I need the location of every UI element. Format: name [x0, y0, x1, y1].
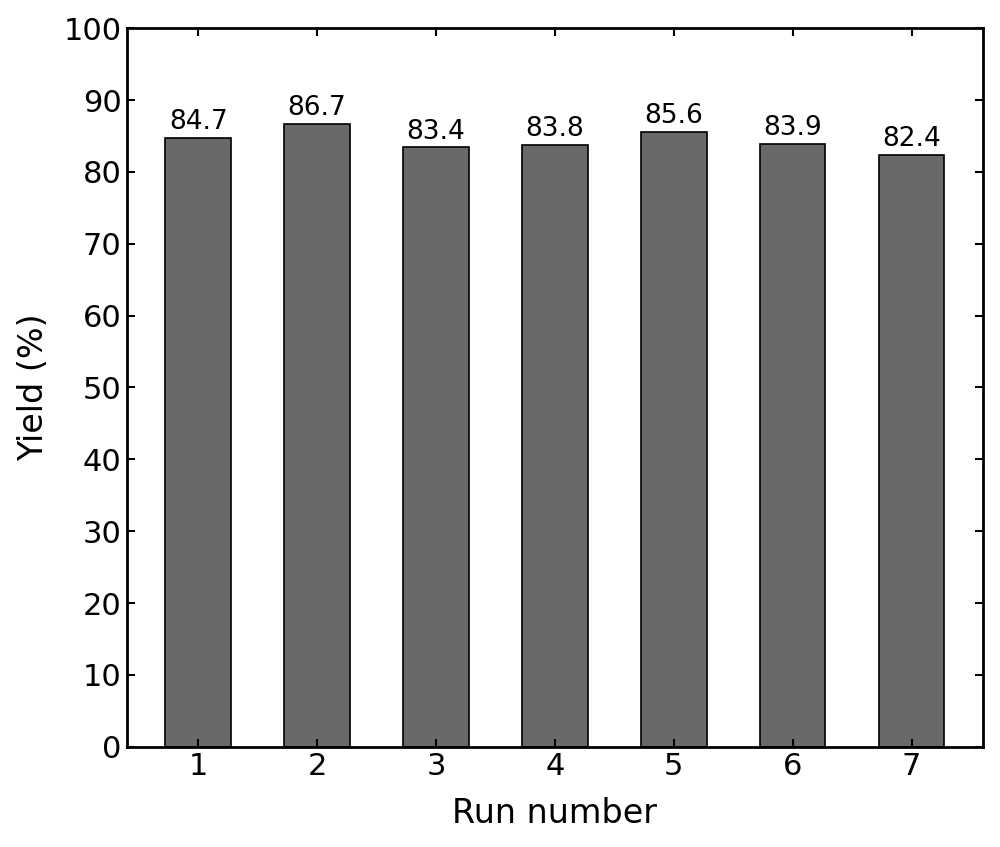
Text: 82.4: 82.4	[882, 125, 941, 152]
Text: 85.6: 85.6	[644, 102, 703, 129]
Bar	[522, 145, 588, 747]
Text: 84.7: 84.7	[169, 109, 228, 136]
Text: 83.9: 83.9	[763, 115, 822, 141]
Bar	[641, 131, 707, 747]
Bar	[879, 155, 944, 747]
Bar	[760, 144, 825, 747]
Bar	[165, 138, 231, 747]
Bar	[284, 124, 350, 747]
X-axis label: Run number: Run number	[452, 797, 657, 830]
Text: 83.8: 83.8	[526, 116, 584, 141]
Text: 86.7: 86.7	[288, 95, 346, 121]
Bar	[403, 147, 469, 747]
Y-axis label: Yield (%): Yield (%)	[17, 313, 50, 462]
Text: 83.4: 83.4	[407, 119, 465, 145]
